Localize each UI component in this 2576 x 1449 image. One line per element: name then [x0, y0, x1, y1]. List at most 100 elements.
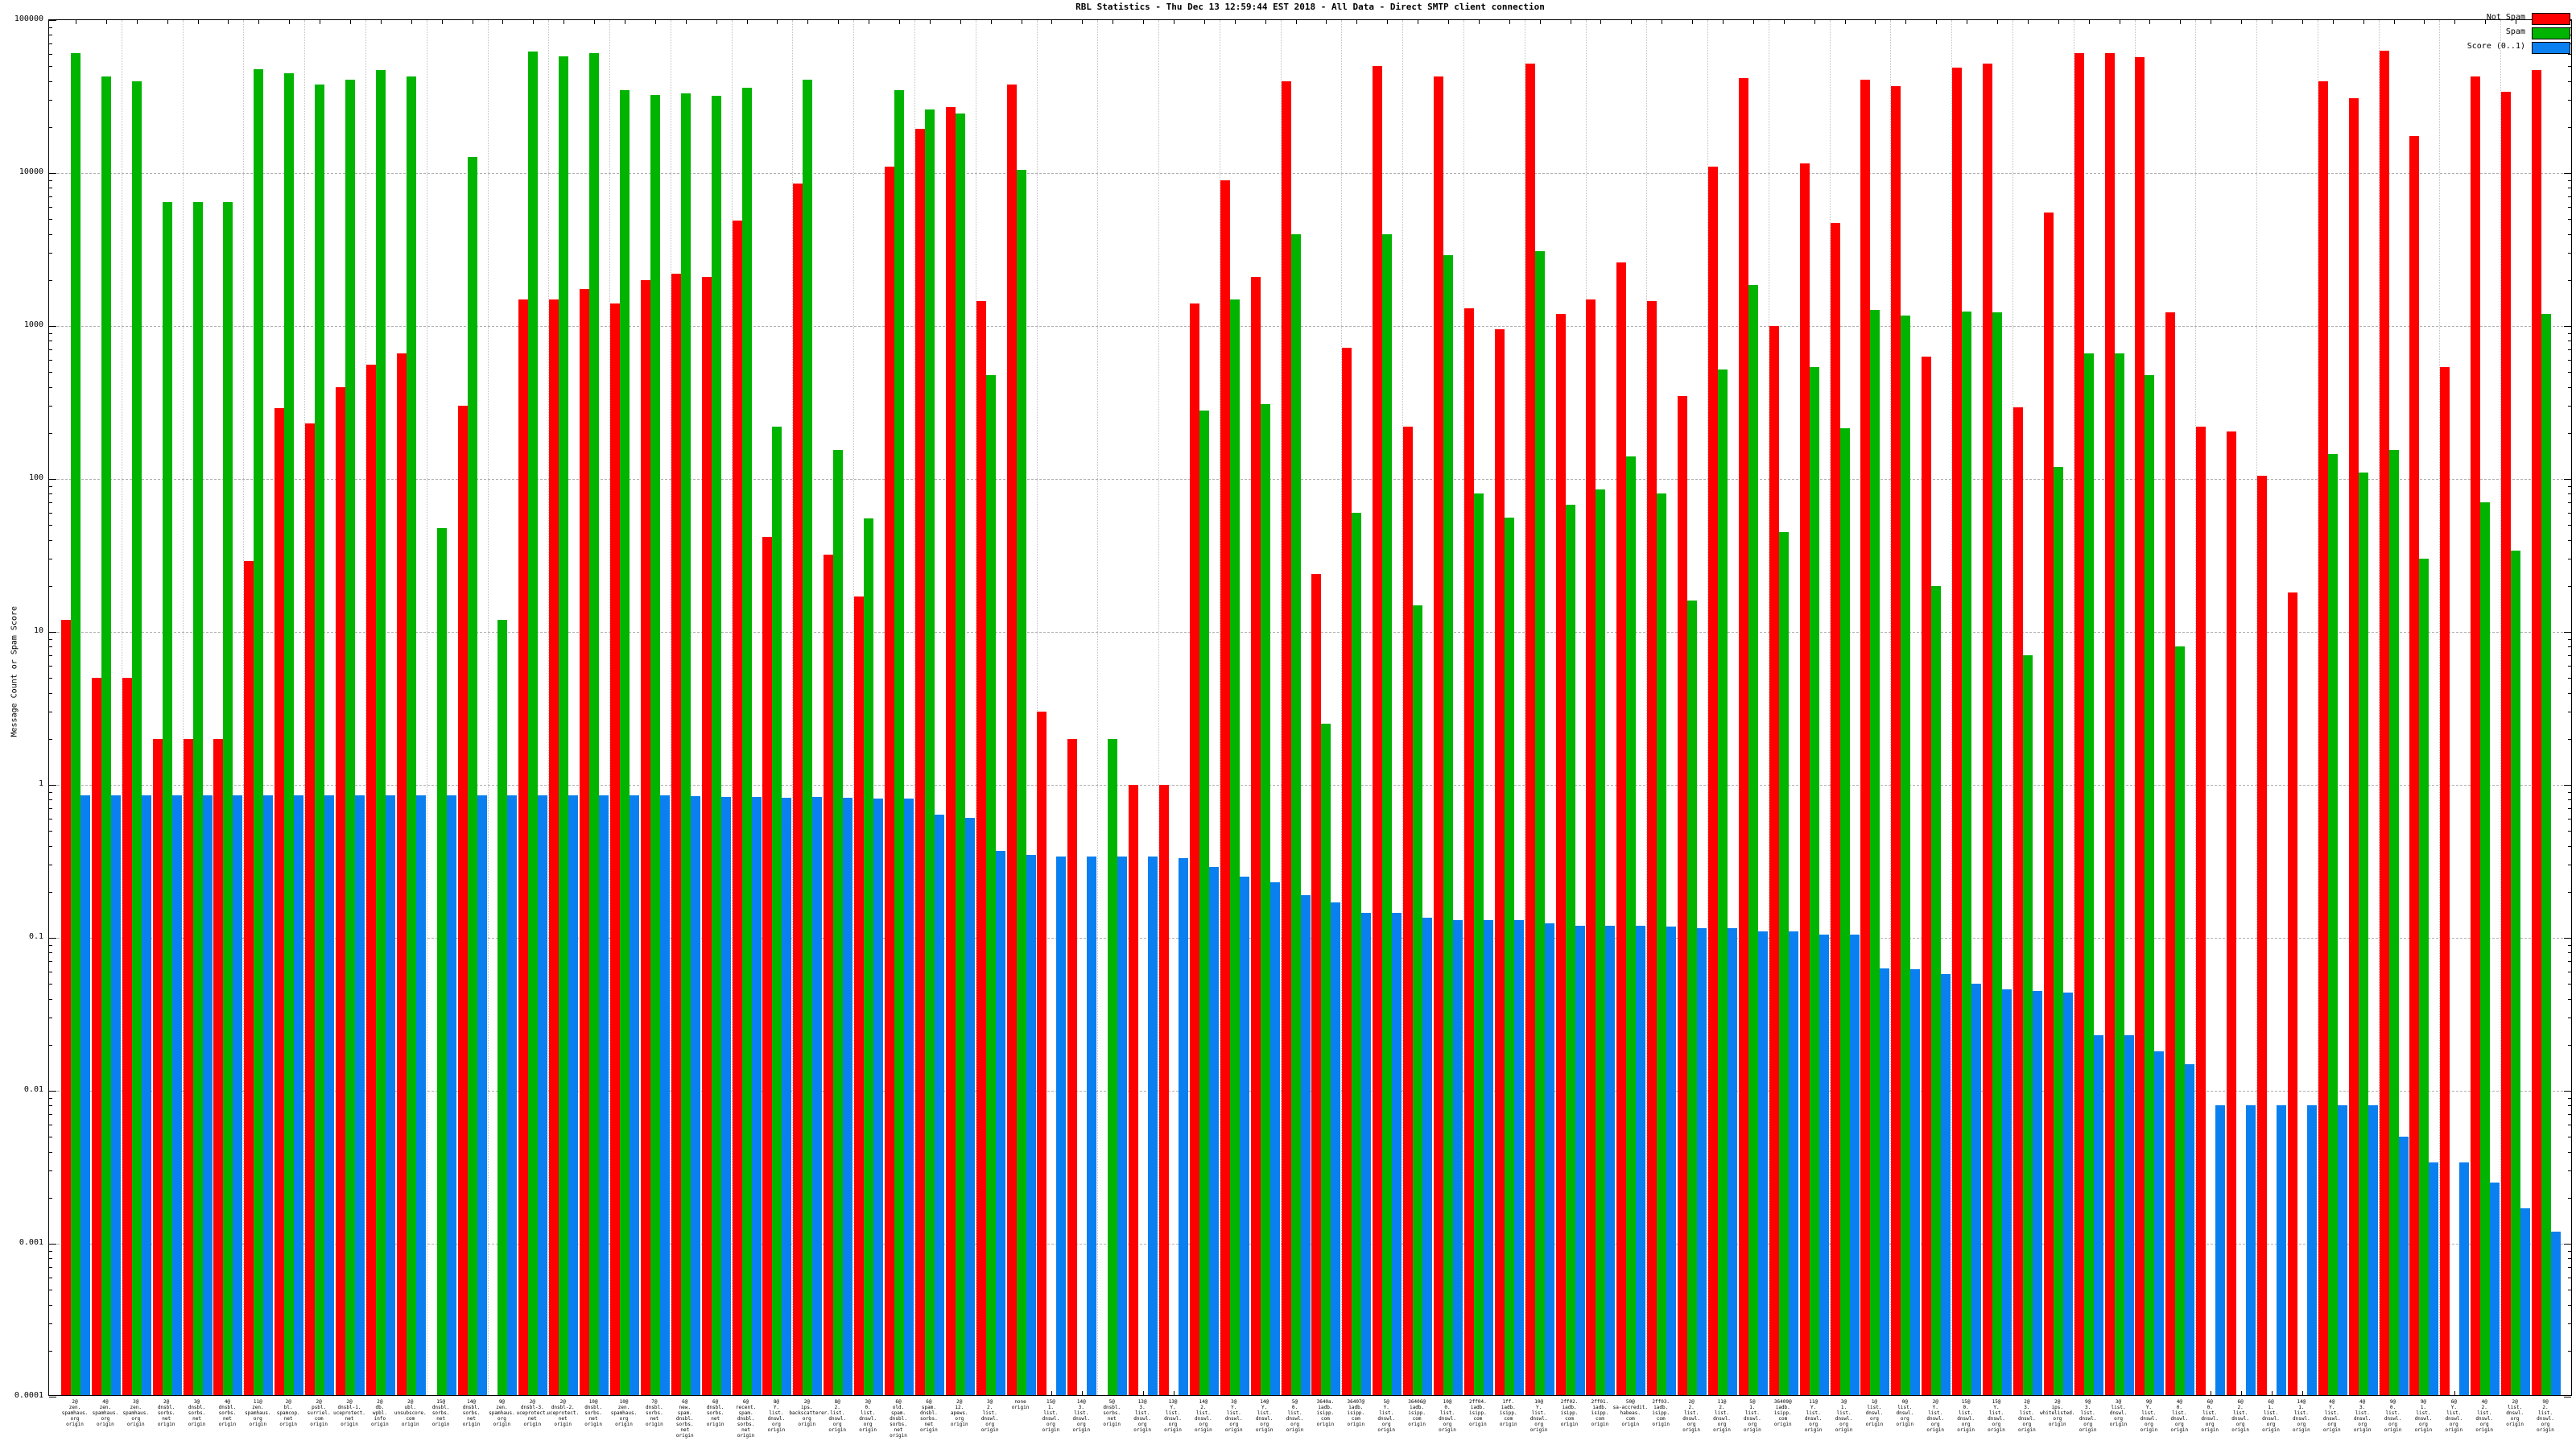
bar-not-spam: [1494, 329, 1505, 1395]
v-gridline: [1829, 20, 1831, 1395]
x-tick-label: 8@ 2. list. dnswl. org origin: [828, 1399, 847, 1433]
bar-not-spam: [1373, 66, 1383, 1395]
bar-spam: [924, 109, 935, 1395]
bar-score: [1544, 923, 1554, 1395]
bar-spam: [406, 76, 416, 1395]
y-minor-tick: [2568, 831, 2571, 832]
bar-not-spam: [2471, 76, 2481, 1395]
y-minor-tick: [49, 1170, 52, 1172]
x-tick-label: 3@ 0. list. dnswl. org origin: [859, 1399, 877, 1433]
bar-score: [1208, 867, 1219, 1395]
bar-score: [568, 795, 579, 1395]
bar-spam: [680, 93, 691, 1395]
bar-score: [751, 797, 762, 1395]
bar-score: [141, 795, 151, 1395]
x-tick-label: 11@ Y. list. dnswl. org origin: [1804, 1399, 1823, 1433]
x-tick-label: 9@ 0. list. dnswl. org origin: [2384, 1399, 2402, 1433]
bar-score: [1757, 931, 1768, 1395]
x-tick-label: 14@ 2. list. dnswl. org origin: [1195, 1399, 1212, 1433]
plot-area: [48, 19, 2572, 1397]
y-minor-tick: [2568, 1044, 2571, 1046]
y-minor-tick: [49, 952, 52, 954]
x-tick: [1509, 20, 1510, 24]
bar-spam: [192, 201, 203, 1395]
y-minor-tick: [2568, 646, 2571, 648]
y-minor-tick: [49, 1323, 52, 1325]
x-tick: [1539, 20, 1541, 24]
bar-not-spam: [1922, 357, 1932, 1395]
y-minor-tick: [2568, 485, 2571, 487]
x-tick: [960, 20, 961, 24]
y-minor-tick: [49, 406, 52, 407]
v-gridline: [1158, 20, 1160, 1395]
y-minor-tick: [49, 638, 52, 640]
h-gridline: [49, 479, 2571, 480]
y-minor-tick: [49, 207, 52, 208]
x-tick-label: 11@ 2. list. dnswl. org origin: [1713, 1399, 1731, 1433]
bar-score: [2337, 1105, 2347, 1395]
legend-item-spam: Spam: [2409, 27, 2570, 39]
bar-spam: [223, 201, 233, 1395]
y-minor-tick: [2568, 432, 2571, 434]
y-minor-tick: [2568, 791, 2571, 793]
x-tick-label: 10@ zen. spamhaus. org origin: [610, 1399, 638, 1427]
bar-score: [630, 795, 639, 1395]
y-minor-tick: [2568, 1197, 2571, 1199]
x-tick-label: 15@ Y. list. dnswl. org origin: [1988, 1399, 2005, 1433]
y-major-tick: [49, 1244, 56, 1245]
bar-score: [446, 795, 456, 1395]
y-minor-tick: [2568, 332, 2571, 334]
x-tick: [594, 20, 596, 24]
y-minor-tick: [49, 944, 52, 946]
y-tick-label: 0.1: [28, 932, 43, 941]
bar-score: [599, 795, 609, 1395]
bar-spam: [620, 89, 630, 1395]
x-tick: [899, 20, 900, 24]
x-tick-label: 5@ Y. list. dnswl. org origin: [1377, 1399, 1396, 1433]
bar-spam: [833, 449, 844, 1395]
bar-spam: [772, 426, 782, 1395]
bar-spam: [345, 79, 355, 1395]
y-minor-tick: [2568, 539, 2571, 541]
y-minor-tick: [2568, 386, 2571, 388]
y-minor-tick: [2568, 1250, 2571, 1252]
bar-score: [2124, 1035, 2134, 1395]
bar-score: [1392, 913, 1402, 1395]
bar-score: [904, 799, 914, 1395]
y-minor-tick: [49, 831, 52, 832]
x-tick-label: 6@ 1. list. dnswl. org origin: [2262, 1399, 2280, 1433]
bar-spam: [375, 70, 386, 1395]
y-minor-tick: [49, 678, 52, 679]
x-tick: [1783, 20, 1785, 24]
x-tick: [105, 20, 107, 24]
bar-score: [202, 795, 213, 1395]
x-tick-label: 2@ dnsbl. sorbs. net origin: [157, 1399, 175, 1427]
bar-spam: [1931, 585, 1942, 1395]
x-tick-label: 2@ list. dnswl. org origin: [2506, 1399, 2524, 1427]
x-tick-label: 14@ 1. list. dnswl. org origin: [2293, 1399, 2310, 1433]
bar-score: [324, 795, 335, 1395]
v-gridline: [365, 20, 366, 1395]
y-minor-tick: [49, 126, 52, 128]
y-minor-tick: [2568, 585, 2571, 587]
x-tick-label: 13@ Y. list. dnswl. org origin: [1164, 1399, 1182, 1433]
x-tick-label: 2@ 2. list. dnswl. org origin: [1682, 1399, 1700, 1433]
x-tick-label: 2ff01. iadb. isipp. com origin: [1591, 1399, 1609, 1427]
bar-score: [1483, 920, 1493, 1395]
bar-score: [2032, 990, 2042, 1395]
y-minor-tick: [49, 585, 52, 587]
y-minor-tick: [2568, 1304, 2571, 1306]
y-minor-tick: [49, 738, 52, 740]
y-minor-tick: [49, 233, 52, 235]
bar-score: [2246, 1105, 2256, 1395]
y-minor-tick: [2568, 692, 2571, 694]
bar-spam: [2480, 502, 2491, 1395]
y-minor-tick: [2568, 845, 2571, 847]
x-tick: [2424, 20, 2425, 24]
bar-not-spam: [1434, 76, 1443, 1395]
bar-spam: [1687, 601, 1698, 1395]
bar-spam: [1565, 504, 1575, 1395]
bar-not-spam: [1616, 262, 1627, 1395]
x-tick-label: 2@ ips. backscatterer. org origin: [789, 1399, 830, 1427]
x-tick-label: 36407@ iadb. isipp. com origin: [1347, 1399, 1365, 1427]
